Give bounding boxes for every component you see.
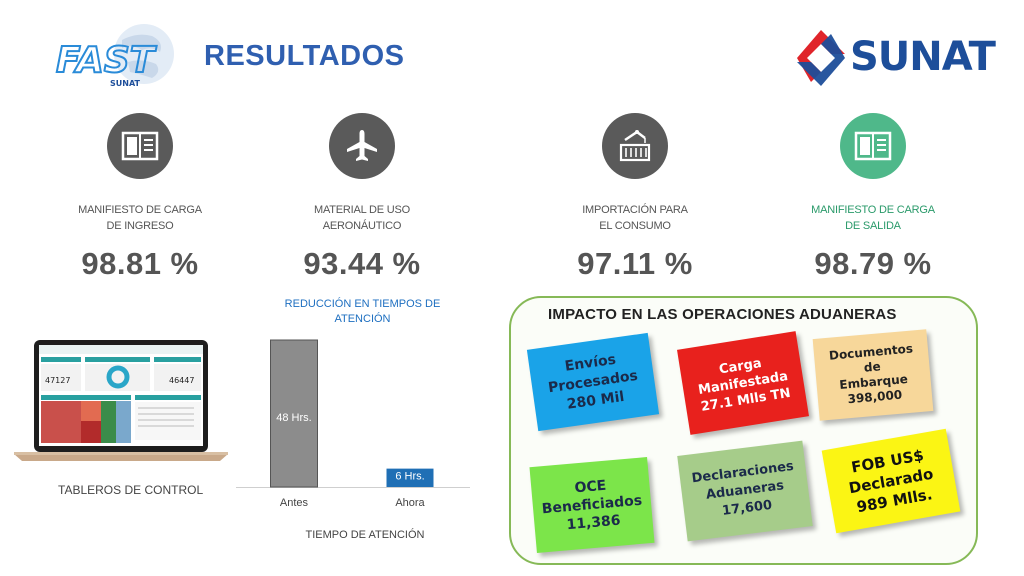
kpi-importacion-consumo: IMPORTACIÓN PARA EL CONSUMO 97.11 % <box>535 113 735 282</box>
kpi-value: 98.81 % <box>81 246 199 281</box>
impact-title: IMPACTO EN LAS OPERACIONES ADUANERAS <box>548 306 897 323</box>
note-envios-procesados: Envíos Procesados 280 Mil <box>526 332 660 432</box>
kpi-value: 97.11 % <box>577 246 693 281</box>
kpi-label: IMPORTACIÓN PARA EL CONSUMO <box>582 204 688 232</box>
note-declaraciones-aduaneras: Declaraciones Aduaneras 17,600 <box>677 440 813 542</box>
airplane-icon <box>329 113 395 179</box>
dashboard-label: TABLEROS DE CONTROL <box>58 483 204 497</box>
chart-title: REDUCCIÓN EN TIEMPOS DE ATENCIÓN <box>284 298 441 325</box>
laptop-dashboard-image: 47127 46447 <box>14 340 228 461</box>
book-icon <box>107 113 173 179</box>
sunat-wordmark: SUNAT <box>850 34 996 80</box>
note-oce-beneficiados: OCE Beneficiados 11,386 <box>529 457 655 553</box>
fast-logo: FAST SUNAT <box>55 24 174 88</box>
bar-chart: 48 Hrs. Antes 6 Hrs. Ahora <box>236 339 470 509</box>
bar-ahora <box>386 468 434 487</box>
bar-antes <box>270 339 318 488</box>
kpi-label: MANIFIESTO DE CARGA DE INGRESO <box>78 204 202 232</box>
kpi-manifiesto-salida: MANIFIESTO DE CARGA DE SALIDA 98.79 % <box>773 113 973 282</box>
svg-text:SUNAT: SUNAT <box>110 79 141 88</box>
kpi-value: 93.44 % <box>303 246 421 281</box>
note-documentos-embarque: Documentos de Embarque 398,000 <box>812 329 934 421</box>
svg-text:47127: 47127 <box>45 376 70 385</box>
kpi-label: MATERIAL DE USO AERONÁUTICO <box>313 204 411 232</box>
svg-text:46447: 46447 <box>169 376 194 385</box>
category-label: Ahora <box>395 497 425 509</box>
category-label: Antes <box>280 497 309 509</box>
slide-title: RESULTADOS <box>204 40 405 72</box>
kpi-manifiesto-ingreso: MANIFIESTO DE CARGA DE INGRESO 98.81 % <box>40 113 240 282</box>
svg-text:FAST: FAST <box>56 40 157 81</box>
kpi-value: 98.79 % <box>814 246 932 281</box>
bar-data-label: 6 Hrs. <box>395 471 424 483</box>
book-icon <box>840 113 906 179</box>
bar-data-label: 48 Hrs. <box>276 412 311 424</box>
chart-xlabel: TIEMPO DE ATENCIÓN <box>305 529 425 541</box>
sunat-logo-icon <box>797 30 845 86</box>
crane-container-icon <box>602 113 668 179</box>
kpi-material-aeronautico: MATERIAL DE USO AERONÁUTICO 93.44 % <box>262 113 462 282</box>
kpi-label: MANIFIESTO DE CARGA DE SALIDA <box>811 204 935 232</box>
